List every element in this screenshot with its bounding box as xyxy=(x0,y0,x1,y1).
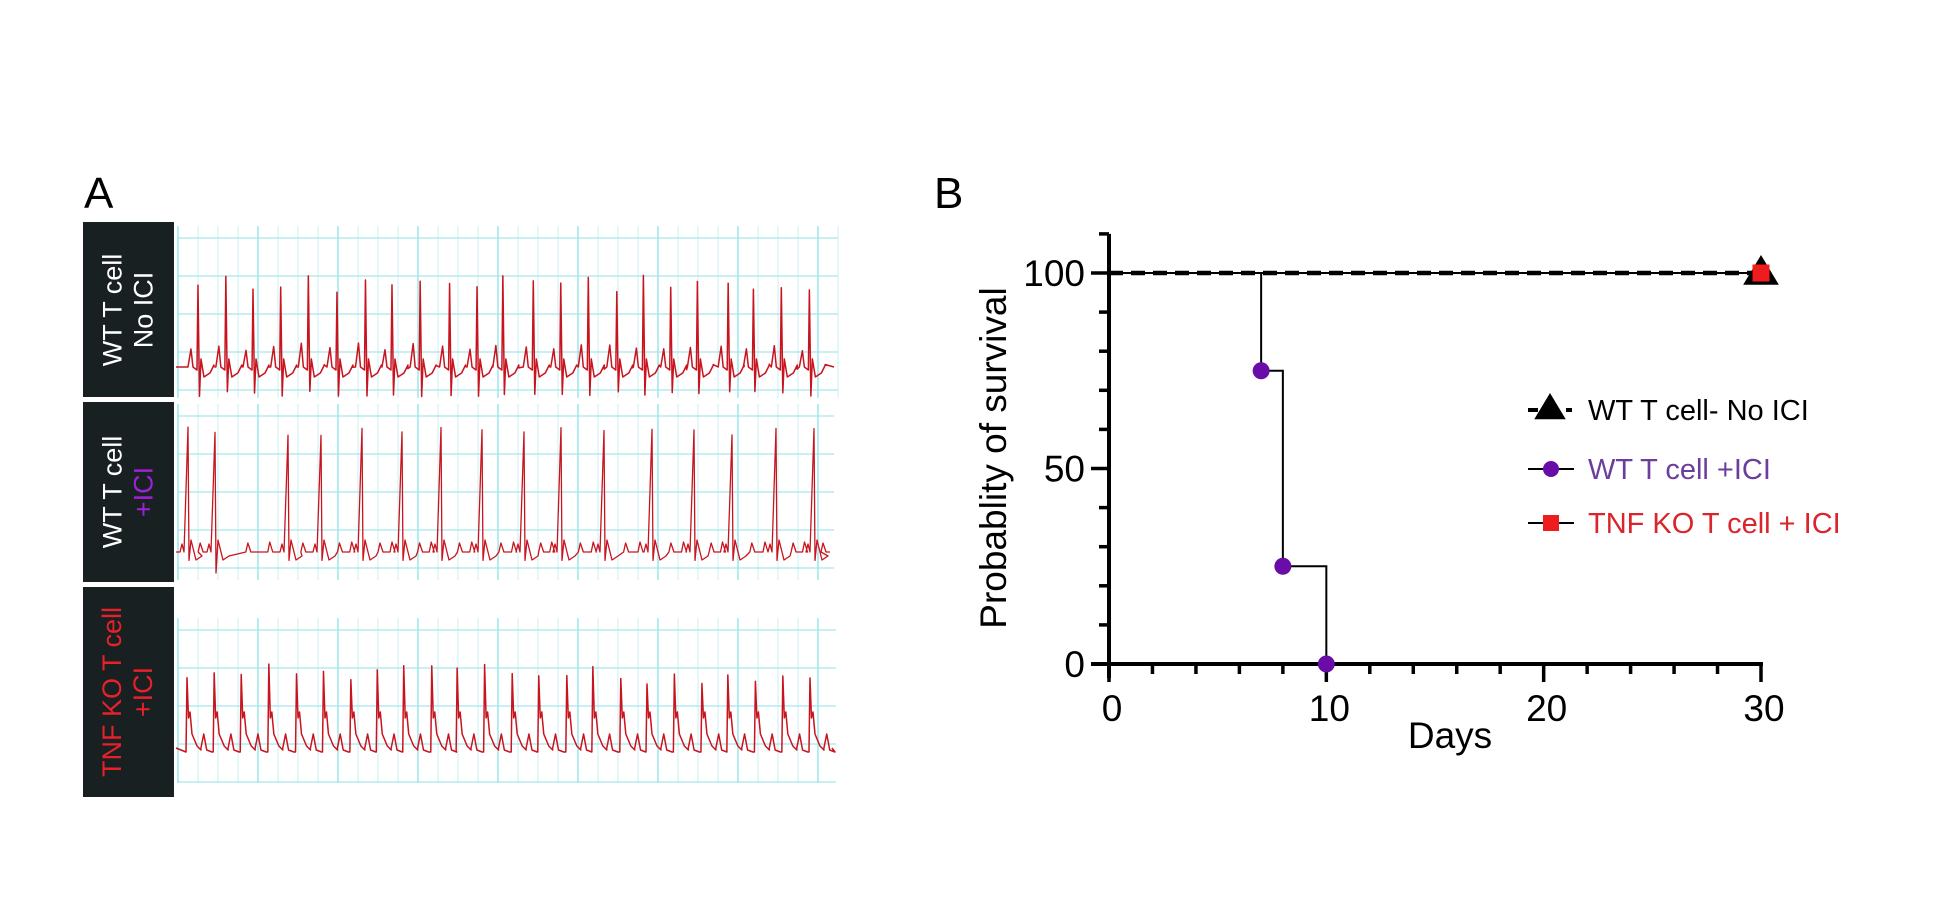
chart-axes xyxy=(1091,232,1763,682)
legend-entry-label: WT T cell- No ICI xyxy=(1588,395,1809,427)
y-tick-label: 100 xyxy=(1023,253,1085,294)
y-tick-label: 0 xyxy=(1064,644,1085,685)
x-tick-label: 0 xyxy=(1102,688,1123,729)
x-tick-label: 20 xyxy=(1526,688,1567,729)
ecg-trace-wt-ici xyxy=(176,426,830,574)
x-tick-label: 10 xyxy=(1309,688,1350,729)
legend-entry-label: TNF KO T cell + ICI xyxy=(1588,508,1841,540)
legend-triangle-icon xyxy=(1534,393,1566,420)
series-line-wt-ici xyxy=(1109,272,1328,664)
legend-square-icon xyxy=(1543,515,1559,531)
marker-circle-wt-ici xyxy=(1252,362,1270,380)
ecg-panel xyxy=(175,226,839,783)
ecg-traces xyxy=(175,274,836,753)
chart-series-lines xyxy=(1109,270,1761,664)
legend-entry-label: WT T cell +ICI xyxy=(1588,454,1771,486)
ecg-trace-tnfko-ici xyxy=(175,663,836,753)
ecg-trace-wt-no-ici xyxy=(176,274,835,398)
marker-circle-wt-ici xyxy=(1274,557,1292,575)
y-tick-label: 50 xyxy=(1044,449,1085,490)
chart-markers xyxy=(1252,255,1779,673)
chart-tick-labels: 0 50 100 0 10 20 30 xyxy=(1023,253,1784,729)
ecg-row-label-wt-no-ici: WT T cell No ICI xyxy=(83,222,174,397)
ecg-grid xyxy=(177,226,839,783)
ecg-row-label-wt-ici: WT T cell +ICI xyxy=(83,402,174,582)
marker-square-tnfko-ici xyxy=(1752,264,1770,282)
chart-legend: WT T cell- No ICI WT T cell +ICI TNF KO T … xyxy=(1528,393,1841,540)
panel-b-letter: B xyxy=(934,169,964,218)
x-axis-label: Days xyxy=(1408,715,1492,756)
x-tick-label: 30 xyxy=(1743,688,1784,729)
panel-a-letter: A xyxy=(84,169,114,218)
legend-circle-icon xyxy=(1543,461,1559,477)
ecg-row-label-tnfko-ici: TNF KO T cell +ICI xyxy=(83,587,174,797)
marker-circle-wt-ici xyxy=(1317,655,1335,673)
y-axis-label: Probablity of survival xyxy=(973,287,1014,628)
